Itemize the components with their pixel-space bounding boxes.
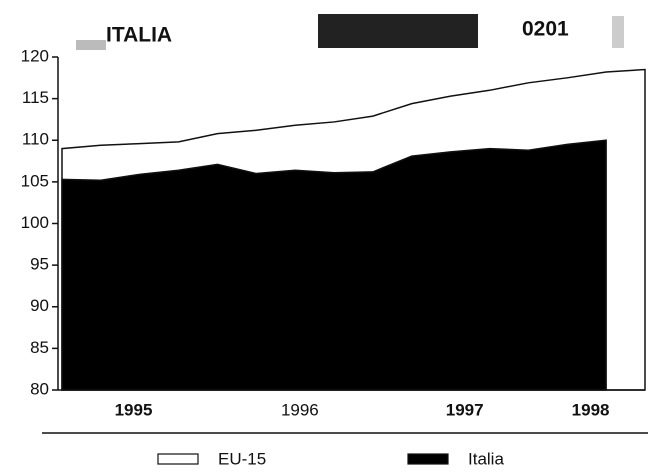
legend-swatch xyxy=(407,453,449,465)
y-tick-label: 95 xyxy=(30,255,49,274)
x-tick-label: 1997 xyxy=(446,400,484,419)
x-tick-label: 1995 xyxy=(115,400,153,419)
chart-code: 0201 xyxy=(522,18,569,41)
x-tick-label: 1996 xyxy=(281,400,319,419)
scan-noise xyxy=(318,14,478,48)
area xyxy=(61,139,607,391)
legend-label: Italia xyxy=(468,449,504,468)
y-tick-label: 80 xyxy=(30,379,49,398)
y-tick-label: 120 xyxy=(21,46,49,65)
y-tick-label: 85 xyxy=(30,338,49,357)
y-tick-label: 110 xyxy=(22,130,49,149)
legend-label: EU-15 xyxy=(218,449,266,468)
y-tick-label: 100 xyxy=(21,213,49,232)
y-tick-label: 90 xyxy=(30,296,49,315)
scan-noise xyxy=(612,16,624,48)
y-tick-label: 115 xyxy=(22,88,49,107)
scan-noise xyxy=(76,40,106,50)
legend-swatch xyxy=(157,453,199,465)
y-tick-label: 105 xyxy=(21,171,49,190)
x-tick-label: 1998 xyxy=(572,400,610,419)
chart-title: ITALIA xyxy=(106,24,172,47)
